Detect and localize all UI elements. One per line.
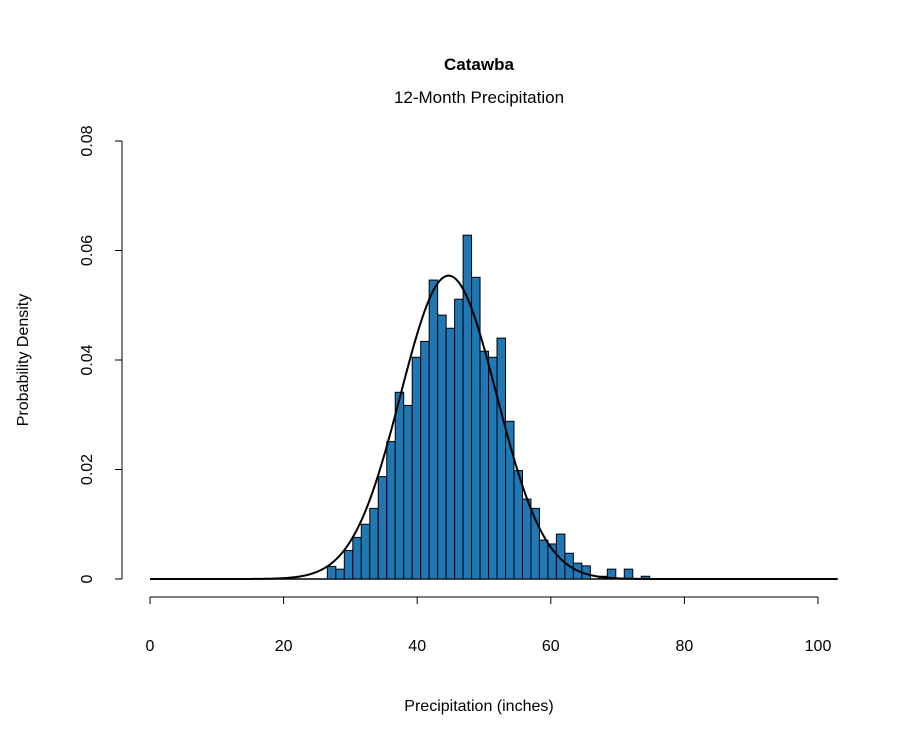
histogram-bar [454,298,464,580]
histogram-bar [437,314,447,580]
histogram-bar [403,404,413,580]
histogram-bar [538,539,549,580]
histogram-bar [377,476,388,580]
histogram-bar [360,523,371,580]
normal-fit-curve [150,274,837,580]
axes: 0 20 40 60 80 100 0 0.02 0.04 0.06 0.08 [79,125,831,655]
histogram-bar [462,234,473,580]
x-axis-label: Precipitation (inches) [404,698,553,715]
bars [150,234,839,580]
histogram-bar [445,327,456,580]
x-tick-label: 0 [146,638,155,655]
y-tick-label: 0.04 [79,344,96,375]
histogram-bar [420,340,430,580]
histogram-bar [369,507,379,580]
y-axis-label: Probability Density [15,294,32,427]
x-tick-label: 80 [676,638,694,655]
histogram-bar [386,441,396,580]
y-tick-label: 0.02 [79,454,96,485]
histogram-bar [513,470,523,580]
histogram-bar [352,536,362,580]
x-tick-label: 100 [805,638,832,655]
y-tick-label: 0.08 [79,125,96,156]
histogram-bar [394,391,405,580]
y-tick-label: 0.06 [79,235,96,266]
histogram-bar [479,350,490,580]
histogram-bar [521,498,532,580]
histogram-bar [343,550,354,580]
histogram-bar [623,568,634,580]
x-tick-label: 60 [542,638,560,655]
histogram-bar [411,356,422,580]
histogram-bar [335,568,345,580]
x-tick-label: 20 [275,638,293,655]
histogram-bar [326,565,337,580]
chart-subtitle: 12-Month Precipitation [394,88,564,107]
histogram-bar [496,337,507,580]
y-tick-label: 0 [79,574,96,583]
x-tick-label: 40 [408,638,426,655]
chart-title: Catawba [444,55,514,74]
histogram-bar [428,279,439,580]
